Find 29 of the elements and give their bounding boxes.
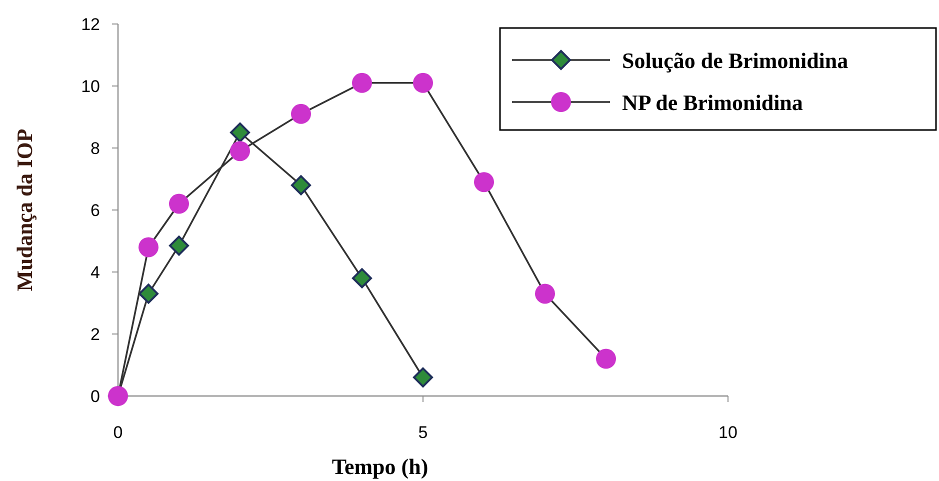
point bbox=[230, 141, 250, 162]
point bbox=[291, 175, 311, 196]
y-tick-label: 0 bbox=[90, 387, 100, 406]
legend-label: Solução de Brimonidina bbox=[622, 48, 848, 73]
point bbox=[230, 122, 250, 142]
y-tick-label: 4 bbox=[90, 263, 100, 282]
x-tick-label: 0 bbox=[113, 423, 123, 442]
point bbox=[474, 172, 494, 192]
point bbox=[138, 237, 158, 258]
y-tick-label: 8 bbox=[90, 139, 100, 158]
point bbox=[138, 284, 158, 304]
point bbox=[535, 284, 555, 304]
legend-label: NP de Brimonidina bbox=[622, 90, 803, 115]
point bbox=[352, 268, 372, 288]
point bbox=[169, 194, 189, 214]
y-tick-label: 6 bbox=[90, 201, 100, 220]
point bbox=[291, 104, 311, 124]
x-tick-label: 5 bbox=[418, 423, 428, 442]
point bbox=[169, 236, 189, 256]
y-tick-label: 2 bbox=[90, 325, 100, 344]
y-tick-label: 12 bbox=[81, 15, 100, 34]
point bbox=[413, 72, 433, 93]
point bbox=[352, 72, 372, 93]
x-axis-title: Tempo (h) bbox=[332, 454, 428, 479]
y-tick-label: 10 bbox=[81, 77, 100, 96]
y-axis-title: Mudança da IOP bbox=[12, 128, 37, 292]
x-tick-label: 10 bbox=[718, 423, 738, 442]
point bbox=[596, 348, 616, 369]
point bbox=[413, 367, 433, 388]
